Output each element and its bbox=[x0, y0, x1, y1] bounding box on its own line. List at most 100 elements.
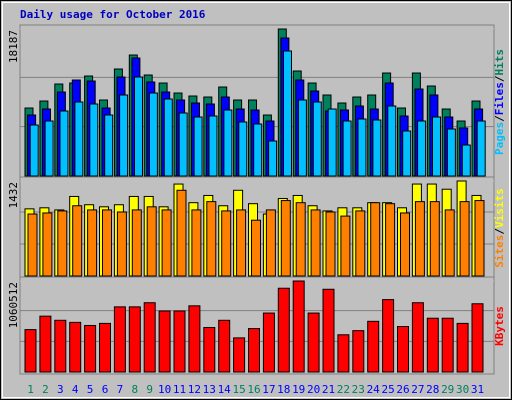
bar bbox=[340, 215, 351, 277]
bar bbox=[367, 320, 380, 373]
bar bbox=[104, 114, 114, 177]
bar bbox=[102, 209, 112, 277]
bar bbox=[402, 130, 412, 177]
bar bbox=[295, 202, 306, 277]
bar bbox=[163, 98, 173, 177]
bar bbox=[223, 109, 233, 177]
bar bbox=[218, 319, 231, 373]
bar bbox=[327, 108, 337, 177]
bar bbox=[178, 112, 188, 177]
x-tick-label: 25 bbox=[381, 383, 394, 396]
bar bbox=[119, 94, 129, 177]
x-tick-label: 21 bbox=[322, 383, 335, 396]
x-tick-label: 15 bbox=[232, 383, 245, 396]
x-tick-label: 8 bbox=[131, 383, 138, 396]
x-tick-label: 28 bbox=[426, 383, 439, 396]
legend-entry: Visits bbox=[493, 188, 506, 228]
bar bbox=[188, 305, 201, 373]
bar bbox=[128, 306, 141, 373]
bar bbox=[414, 201, 425, 277]
chart-title: Daily usage for October 2016 bbox=[20, 8, 206, 21]
legend-entry: Files bbox=[493, 82, 506, 115]
x-tick-label: 30 bbox=[456, 383, 469, 396]
bar bbox=[148, 92, 158, 177]
bar bbox=[238, 121, 248, 177]
bar bbox=[24, 329, 37, 373]
x-tick-label: 14 bbox=[218, 383, 232, 396]
bar bbox=[89, 103, 99, 177]
bar bbox=[84, 324, 97, 373]
x-tick-label: 3 bbox=[57, 383, 64, 396]
bar bbox=[248, 328, 260, 373]
bar bbox=[370, 202, 381, 277]
bar bbox=[297, 99, 307, 177]
bar bbox=[385, 203, 396, 277]
bar bbox=[355, 210, 366, 277]
bar bbox=[352, 330, 365, 373]
x-tick-label: 16 bbox=[247, 383, 260, 396]
bar bbox=[99, 322, 111, 373]
bar bbox=[39, 315, 52, 373]
x-tick-label: 24 bbox=[367, 383, 381, 396]
bar bbox=[251, 219, 261, 277]
x-tick-label: 9 bbox=[146, 383, 153, 396]
bar bbox=[54, 319, 67, 373]
bar bbox=[277, 287, 290, 373]
bar bbox=[59, 110, 69, 177]
bar bbox=[417, 120, 427, 177]
bar bbox=[42, 212, 53, 277]
bar bbox=[444, 209, 455, 277]
legend-entry: Sites bbox=[493, 235, 506, 268]
bar bbox=[426, 317, 439, 373]
y-axis-max-label: 18187 bbox=[7, 30, 20, 63]
bar bbox=[474, 200, 485, 277]
x-tick-label: 27 bbox=[411, 383, 424, 396]
bar bbox=[116, 211, 127, 277]
x-tick-label: 20 bbox=[307, 383, 320, 396]
bar bbox=[221, 210, 232, 277]
bar bbox=[158, 310, 171, 373]
bar bbox=[146, 206, 157, 277]
legend: KBytes bbox=[493, 306, 506, 346]
bar bbox=[131, 209, 142, 277]
bar bbox=[310, 209, 321, 277]
x-tick-label: 4 bbox=[72, 383, 79, 396]
bar bbox=[471, 303, 484, 373]
bar bbox=[191, 209, 202, 277]
bar bbox=[382, 299, 395, 373]
bar bbox=[411, 302, 424, 373]
bar bbox=[69, 321, 82, 373]
legend: Sites/Visits bbox=[493, 188, 506, 268]
x-tick-label: 2 bbox=[42, 383, 49, 396]
legend-separator: / bbox=[493, 228, 506, 235]
bar bbox=[29, 124, 39, 177]
bar bbox=[292, 280, 305, 373]
bar bbox=[253, 123, 263, 177]
bar bbox=[441, 317, 454, 373]
x-tick-label: 10 bbox=[158, 383, 171, 396]
x-tick-label: 22 bbox=[337, 383, 350, 396]
y-axis-max-label: 1432 bbox=[7, 182, 20, 209]
bar bbox=[446, 128, 456, 177]
bar bbox=[461, 144, 471, 177]
bar bbox=[280, 200, 291, 277]
bar bbox=[134, 76, 143, 177]
y-axis-max-label: 1060512 bbox=[7, 282, 20, 328]
bar bbox=[176, 189, 187, 277]
bar bbox=[208, 115, 218, 177]
x-tick-label: 23 bbox=[352, 383, 365, 396]
bar bbox=[143, 302, 156, 373]
bar bbox=[173, 310, 186, 373]
bar bbox=[372, 119, 382, 177]
legend-entry: Pages bbox=[493, 122, 506, 155]
bar bbox=[432, 116, 441, 177]
legend-separator: / bbox=[493, 115, 506, 122]
x-tick-label: 31 bbox=[471, 383, 484, 396]
bar bbox=[283, 50, 292, 177]
bar bbox=[400, 212, 410, 277]
x-tick-label: 1 bbox=[27, 383, 34, 396]
bar bbox=[357, 118, 367, 177]
bar bbox=[72, 205, 83, 277]
